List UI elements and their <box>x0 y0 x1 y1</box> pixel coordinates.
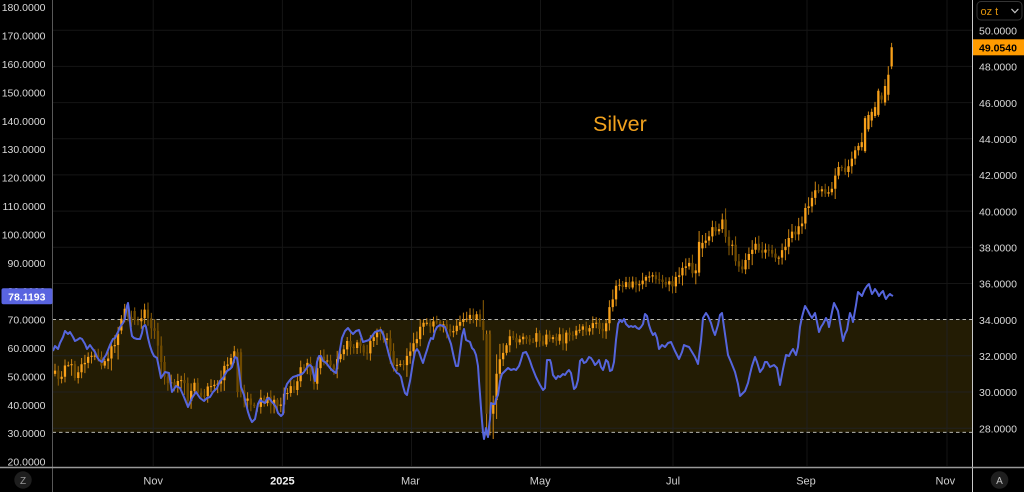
svg-text:48.0000: 48.0000 <box>979 62 1017 74</box>
svg-text:46.0000: 46.0000 <box>979 98 1017 110</box>
svg-text:Nov: Nov <box>143 476 163 488</box>
svg-text:180.0000: 180.0000 <box>2 2 46 14</box>
svg-text:130.0000: 130.0000 <box>2 144 46 156</box>
svg-text:Silver: Silver <box>593 112 647 136</box>
svg-text:50.0000: 50.0000 <box>8 371 46 383</box>
svg-text:170.0000: 170.0000 <box>2 31 46 43</box>
svg-text:Jul: Jul <box>666 476 680 488</box>
svg-text:70.0000: 70.0000 <box>8 315 46 327</box>
svg-text:20.0000: 20.0000 <box>8 457 46 469</box>
svg-text:110.0000: 110.0000 <box>2 201 45 213</box>
svg-text:160.0000: 160.0000 <box>2 59 46 71</box>
svg-text:32.0000: 32.0000 <box>979 351 1017 363</box>
svg-text:36.0000: 36.0000 <box>979 279 1017 291</box>
svg-text:60.0000: 60.0000 <box>8 343 46 355</box>
svg-text:Nov: Nov <box>936 476 956 488</box>
svg-text:May: May <box>530 476 551 488</box>
svg-text:34.0000: 34.0000 <box>979 315 1017 327</box>
svg-text:42.0000: 42.0000 <box>979 170 1017 182</box>
svg-text:40.0000: 40.0000 <box>979 206 1017 218</box>
svg-text:30.0000: 30.0000 <box>979 387 1017 399</box>
svg-text:A: A <box>996 476 1003 487</box>
svg-text:Sep: Sep <box>796 476 816 488</box>
svg-text:Z: Z <box>20 476 26 487</box>
svg-text:50.0000: 50.0000 <box>979 25 1017 37</box>
svg-text:78.1193: 78.1193 <box>8 292 46 304</box>
svg-text:38.0000: 38.0000 <box>979 243 1017 255</box>
svg-text:140.0000: 140.0000 <box>2 116 46 128</box>
svg-text:49.0540: 49.0540 <box>979 43 1017 55</box>
svg-text:30.0000: 30.0000 <box>8 428 46 440</box>
svg-text:oz t: oz t <box>981 6 999 18</box>
svg-text:Mar: Mar <box>401 476 420 488</box>
svg-text:28.0000: 28.0000 <box>979 423 1017 435</box>
svg-text:150.0000: 150.0000 <box>2 87 46 99</box>
svg-text:120.0000: 120.0000 <box>2 173 46 185</box>
svg-text:40.0000: 40.0000 <box>8 400 46 412</box>
svg-text:90.0000: 90.0000 <box>8 258 46 270</box>
svg-text:2025: 2025 <box>270 476 294 488</box>
svg-text:100.0000: 100.0000 <box>2 229 46 241</box>
svg-text:44.0000: 44.0000 <box>979 134 1017 146</box>
